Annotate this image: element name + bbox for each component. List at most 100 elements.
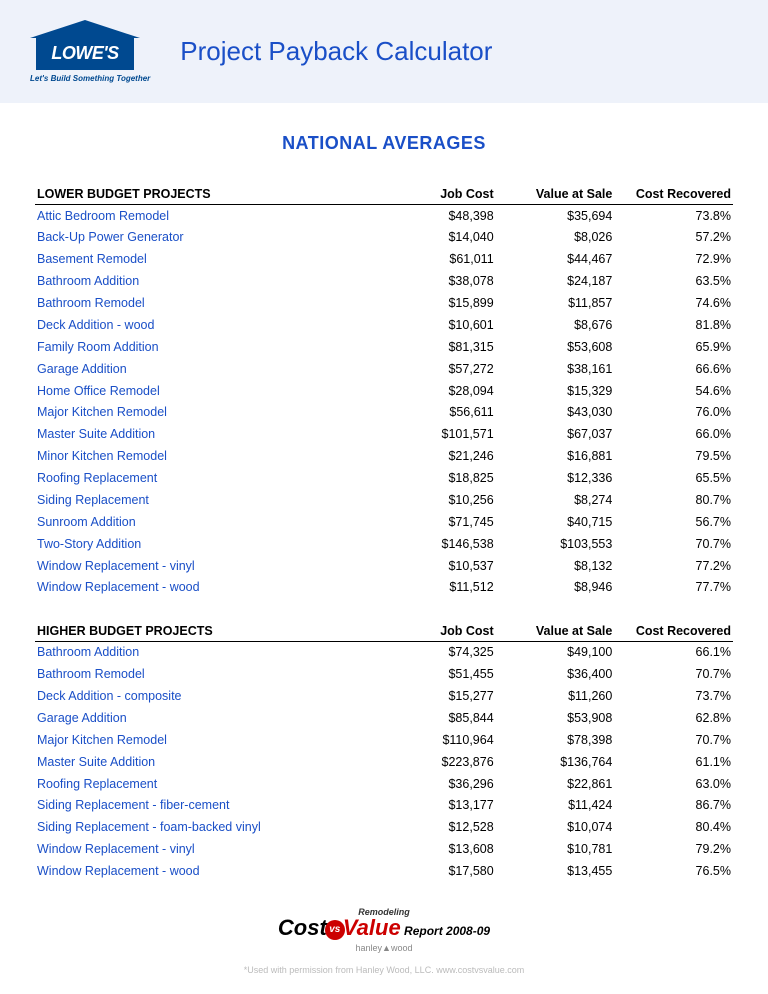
job-cost: $48,398 [384,205,496,227]
job-cost: $51,455 [384,664,496,686]
col-header-recovered: Cost Recovered [614,621,733,642]
cost-recovered: 81.8% [614,314,733,336]
project-name: Window Replacement - wood [35,861,384,883]
cost-recovered: 76.0% [614,402,733,424]
table-row: Bathroom Remodel$15,899$11,85774.6% [35,293,733,315]
cost-recovered: 62.8% [614,707,733,729]
project-name: Back-Up Power Generator [35,227,384,249]
project-name: Home Office Remodel [35,380,384,402]
job-cost: $21,246 [384,446,496,468]
value-at-sale: $24,187 [496,271,615,293]
job-cost: $36,296 [384,773,496,795]
table-row: Garage Addition$85,844$53,90862.8% [35,707,733,729]
cost-recovered: 63.5% [614,271,733,293]
project-name: Family Room Addition [35,336,384,358]
section-block: HIGHER BUDGET PROJECTSJob CostValue at S… [35,621,733,883]
job-cost: $10,601 [384,314,496,336]
value-at-sale: $8,274 [496,489,615,511]
value-at-sale: $11,424 [496,795,615,817]
project-name: Bathroom Addition [35,271,384,293]
value-at-sale: $49,100 [496,641,615,663]
table-row: Window Replacement - wood$11,512$8,94677… [35,577,733,599]
logo-block: LOWE'S Let's Build Something Together [30,20,150,83]
project-name: Siding Replacement [35,489,384,511]
project-name: Garage Addition [35,358,384,380]
project-name: Garage Addition [35,707,384,729]
project-name: Roofing Replacement [35,468,384,490]
value-at-sale: $53,608 [496,336,615,358]
cost-recovered: 72.9% [614,249,733,271]
value-at-sale: $22,861 [496,773,615,795]
value-at-sale: $13,455 [496,861,615,883]
table-row: Attic Bedroom Remodel$48,398$35,69473.8% [35,205,733,227]
cost-recovered: 70.7% [614,533,733,555]
value-at-sale: $11,260 [496,686,615,708]
value-at-sale: $40,715 [496,511,615,533]
table-row: Back-Up Power Generator$14,040$8,02657.2… [35,227,733,249]
col-header-cost: Job Cost [384,184,496,205]
hanley-wood: hanley▲wood [35,943,733,953]
cost-recovered: 76.5% [614,861,733,883]
table-row: Window Replacement - wood$17,580$13,4557… [35,861,733,883]
project-name: Bathroom Remodel [35,664,384,686]
project-name: Major Kitchen Remodel [35,402,384,424]
table-row: Garage Addition$57,272$38,16166.6% [35,358,733,380]
job-cost: $57,272 [384,358,496,380]
project-name: Deck Addition - composite [35,686,384,708]
col-header-cost: Job Cost [384,621,496,642]
job-cost: $28,094 [384,380,496,402]
job-cost: $14,040 [384,227,496,249]
table-row: Siding Replacement - foam-backed vinyl $1… [35,817,733,839]
table-row: Sunroom Addition$71,745$40,71556.7% [35,511,733,533]
lowes-logo-icon: LOWE'S [30,20,140,70]
project-name: Major Kitchen Remodel [35,729,384,751]
value-at-sale: $16,881 [496,446,615,468]
table-row: Master Suite Addition$223,876$136,76461.… [35,751,733,773]
value-at-sale: $11,857 [496,293,615,315]
project-name: Siding Replacement - foam-backed vinyl [35,817,384,839]
section-block: LOWER BUDGET PROJECTSJob CostValue at Sa… [35,184,733,599]
value-text: Value [343,915,401,940]
cost-recovered: 61.1% [614,751,733,773]
cost-recovered: 66.0% [614,424,733,446]
col-header-value: Value at Sale [496,621,615,642]
value-at-sale: $136,764 [496,751,615,773]
project-name: Roofing Replacement [35,773,384,795]
costvalue-logo: CostvsValue Report 2008-09 [35,915,733,941]
col-header-recovered: Cost Recovered [614,184,733,205]
value-at-sale: $44,467 [496,249,615,271]
table-row: Family Room Addition$81,315$53,60865.9% [35,336,733,358]
section-heading: LOWER BUDGET PROJECTS [35,184,384,205]
table-row: Master Suite Addition$101,571$67,03766.0… [35,424,733,446]
job-cost: $146,538 [384,533,496,555]
logo-tagline: Let's Build Something Together [30,74,150,83]
cost-recovered: 66.1% [614,641,733,663]
job-cost: $13,608 [384,839,496,861]
header-band: LOWE'S Let's Build Something Together Pr… [0,0,768,103]
table-row: Bathroom Addition$74,325$49,10066.1% [35,641,733,663]
content-area: NATIONAL AVERAGES LOWER BUDGET PROJECTSJ… [0,103,768,985]
project-name: Two-Story Addition [35,533,384,555]
cost-recovered: 79.2% [614,839,733,861]
value-at-sale: $35,694 [496,205,615,227]
project-name: Bathroom Remodel [35,293,384,315]
value-at-sale: $38,161 [496,358,615,380]
value-at-sale: $8,132 [496,555,615,577]
value-at-sale: $36,400 [496,664,615,686]
cost-recovered: 73.7% [614,686,733,708]
job-cost: $110,964 [384,729,496,751]
job-cost: $74,325 [384,641,496,663]
value-at-sale: $10,074 [496,817,615,839]
data-table: HIGHER BUDGET PROJECTSJob CostValue at S… [35,621,733,883]
table-row: Siding Replacement$10,256$8,27480.7% [35,489,733,511]
job-cost: $10,256 [384,489,496,511]
job-cost: $15,899 [384,293,496,315]
table-row: Home Office Remodel$28,094$15,32954.6% [35,380,733,402]
project-name: Bathroom Addition [35,641,384,663]
value-at-sale: $43,030 [496,402,615,424]
page-title: Project Payback Calculator [180,36,492,67]
cost-recovered: 77.2% [614,555,733,577]
cost-recovered: 57.2% [614,227,733,249]
cost-recovered: 56.7% [614,511,733,533]
table-row: Two-Story Addition$146,538$103,55370.7% [35,533,733,555]
